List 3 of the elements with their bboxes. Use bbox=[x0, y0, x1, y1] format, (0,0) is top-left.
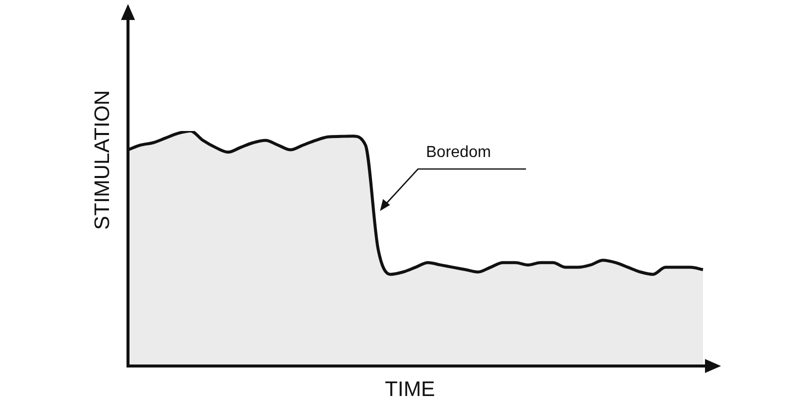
y-axis-title: STIMULATION bbox=[91, 90, 115, 230]
annotation: Boredom bbox=[426, 144, 491, 162]
x-axis-title: TIME bbox=[384, 378, 436, 402]
